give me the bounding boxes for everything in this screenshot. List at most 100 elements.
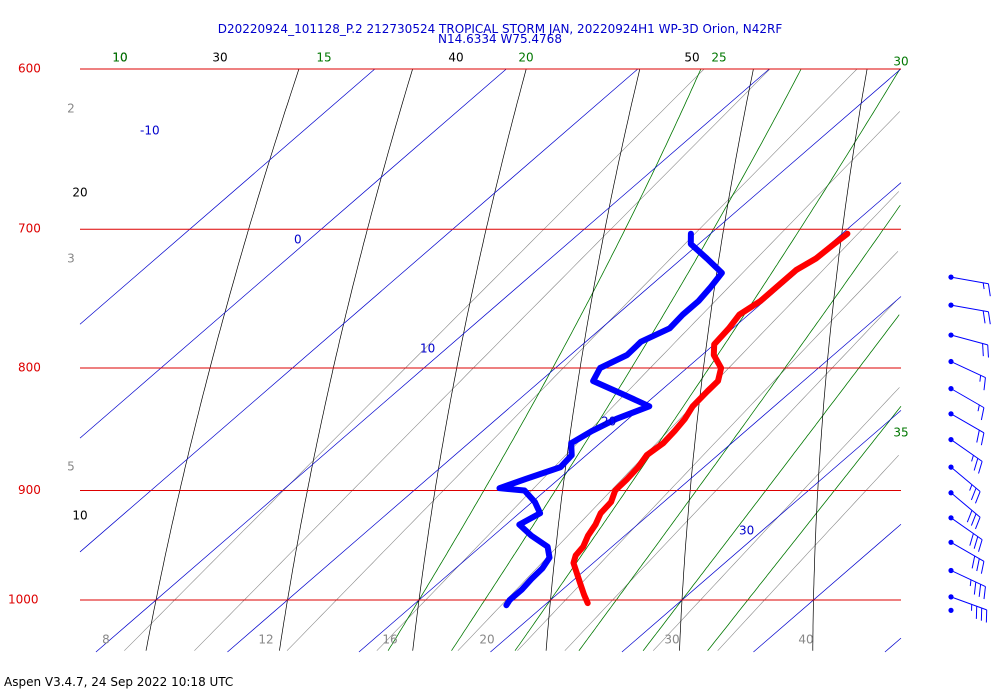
wind-barb-staff (950, 517, 983, 541)
mixing-ratio-line (194, 68, 771, 651)
wind-barb-feather (970, 513, 977, 526)
wind-barb-staff (950, 570, 986, 587)
wind-barb-feather (978, 461, 983, 474)
dry-adiabat-line (545, 68, 641, 651)
mixing-ratio-label: 3 (67, 252, 75, 266)
wind-barb-staff (950, 304, 989, 313)
wind-barb (948, 567, 986, 600)
isotherm-label: 20 (601, 415, 616, 429)
mixing-ratio-label: 40 (798, 633, 813, 647)
isotherm-line (227, 68, 902, 653)
wind-barb (948, 607, 954, 613)
wind-barb-staff (950, 361, 986, 379)
wind-barb-feather (970, 487, 977, 501)
isotherm-line (753, 523, 902, 653)
mixing-ratio-line (517, 251, 899, 651)
dry-adiabat-label: 20 (72, 186, 87, 200)
isobar-label: 1000 (8, 593, 39, 607)
chart-title-line2: N14.6334 W75.4768 (438, 32, 562, 46)
wind-barb (948, 358, 986, 391)
mixing-ratio-line (652, 387, 900, 651)
mixing-ratio-label: 20 (479, 633, 494, 647)
mixing-ratio-line (286, 68, 858, 651)
moist-adiabat-label: 30 (893, 55, 908, 69)
mixing-ratio-label: 16 (382, 633, 397, 647)
wind-barb-feather (987, 344, 989, 358)
wind-barb-feather (982, 343, 984, 357)
wind-barb-staff (950, 596, 987, 611)
wind-barb-feather (980, 432, 985, 446)
wind-barb-feather (976, 558, 980, 572)
dry-adiabat-line (812, 68, 868, 651)
wind-barb-staff (950, 492, 981, 518)
dry-adiabat-label: 10 (72, 509, 87, 523)
moist-adiabat-line (642, 314, 900, 651)
wind-barb-feather (973, 458, 979, 471)
wind-barb-feather (974, 491, 981, 504)
isotherm-label: 30 (739, 524, 754, 538)
wind-barb-feather (987, 283, 991, 297)
isotherm-line (621, 410, 902, 653)
wind-barb (948, 594, 988, 623)
isotherm-label: 10 (420, 342, 435, 356)
dry-adiabat-line (412, 68, 527, 651)
wind-barb-feather (974, 517, 981, 530)
wind-barb-feather (971, 555, 976, 569)
wind-barb (948, 274, 991, 297)
wind-barb (948, 436, 983, 474)
isotherm-line (79, 68, 376, 325)
wind-barb-feather (969, 533, 974, 546)
wind-barb-feather (973, 536, 979, 549)
wind-barb (948, 515, 983, 552)
wind-barb-staff (950, 466, 981, 492)
moist-adiabat-line (451, 68, 802, 651)
wind-barb (948, 490, 981, 530)
mixing-ratio-line (376, 111, 901, 651)
wind-barb-half-feather (969, 484, 973, 491)
dry-adiabat-line (279, 68, 413, 651)
isobar-label: 700 (18, 222, 41, 236)
moist-adiabat-label: 35 (893, 426, 908, 440)
isotherm-line (95, 68, 770, 653)
moist-adiabat-label: 20 (518, 51, 533, 65)
wind-barb (948, 539, 985, 574)
wind-barb-half-feather (977, 404, 980, 412)
wind-barb-feather (978, 584, 982, 597)
dry-adiabat-line (145, 68, 300, 651)
dry-adiabat-label: 30 (212, 51, 227, 65)
wind-barb-feather (980, 407, 985, 421)
moist-adiabat-label: 15 (316, 51, 331, 65)
isobar-label: 600 (18, 62, 41, 76)
mixing-ratio-label: 5 (67, 460, 75, 474)
dry-adiabat-label: 50 (684, 51, 699, 65)
wind-barb-half-feather (982, 282, 985, 290)
wind-barb-half-feather (969, 579, 972, 587)
wind-barb (948, 332, 989, 358)
isotherm-line (79, 68, 639, 553)
wind-barb-feather (973, 581, 977, 595)
isotherm-label: -10 (140, 124, 160, 138)
wind-barb-feather (987, 311, 991, 325)
wind-barb (948, 386, 985, 421)
wind-barb-feather (980, 561, 985, 574)
isotherm-line (490, 296, 902, 653)
mixing-ratio-label: 12 (258, 633, 273, 647)
wind-barb-staff (950, 439, 983, 462)
moist-adiabat-line (387, 68, 702, 651)
moist-adiabat-line (578, 204, 901, 651)
wind-barb-dot (948, 607, 954, 613)
wind-barb-staff (950, 334, 988, 346)
mixing-ratio-label: 2 (67, 102, 75, 116)
wind-barb-staff (950, 413, 985, 434)
mixing-ratio-line (124, 68, 705, 651)
isotherm-line (884, 637, 902, 653)
isobar-label: 900 (18, 483, 41, 497)
mixing-ratio-label: 30 (664, 633, 679, 647)
dry-adiabat-label: 40 (448, 51, 463, 65)
wind-barb-half-feather (979, 375, 982, 382)
wind-barb-feather (978, 539, 983, 552)
chart-title-line1: D20220924_101128_P.2 212730524 TROPICAL … (217, 22, 783, 36)
mixing-ratio-label: 8 (102, 633, 110, 647)
wind-barb-feather (976, 430, 980, 443)
